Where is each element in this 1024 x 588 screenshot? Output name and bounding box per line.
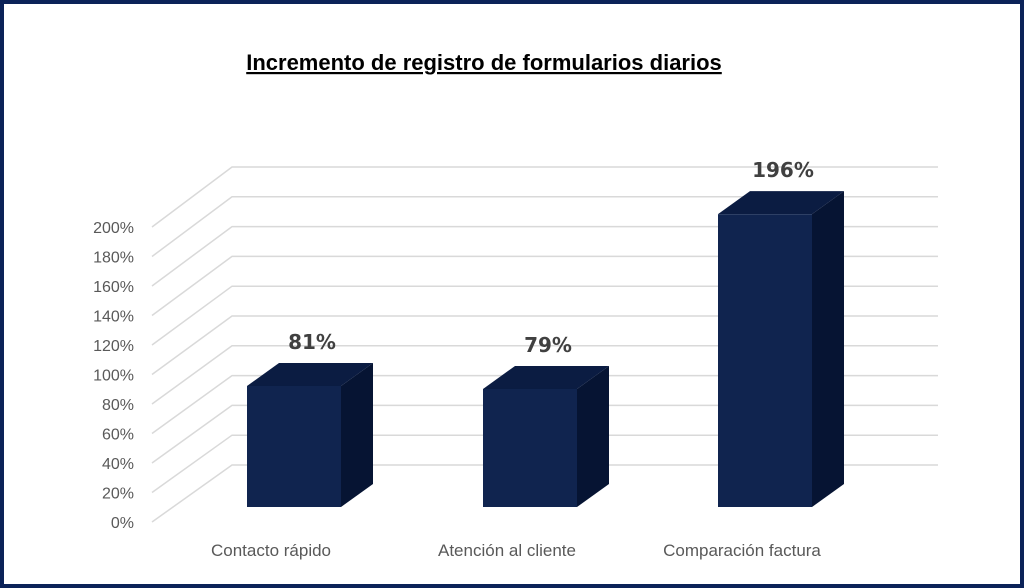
gridline xyxy=(151,345,938,405)
data-label: 81% xyxy=(288,330,336,354)
bar-side xyxy=(341,362,373,507)
gridline xyxy=(151,464,938,523)
bar-side xyxy=(812,191,844,507)
x-category-label: Contacto rápido xyxy=(211,541,331,560)
bar-front xyxy=(718,214,812,507)
y-tick-label: 160% xyxy=(93,279,134,296)
x-category-label: Atención al cliente xyxy=(438,541,576,560)
bar-front xyxy=(247,385,341,507)
gridline xyxy=(151,285,938,346)
bar: 81% xyxy=(247,330,373,507)
gridline xyxy=(151,434,938,494)
gridline xyxy=(151,315,938,376)
y-tick-label: 60% xyxy=(102,427,134,444)
y-tick-label: 40% xyxy=(102,456,134,473)
bar-front xyxy=(483,388,577,507)
y-tick-label: 120% xyxy=(93,338,134,355)
gridline xyxy=(151,255,938,317)
y-tick-label: 80% xyxy=(102,397,134,414)
bar-top xyxy=(718,191,844,215)
y-tick-label: 140% xyxy=(93,309,134,326)
bar: 79% xyxy=(483,333,609,507)
gridline xyxy=(151,166,938,228)
y-tick-label: 100% xyxy=(93,368,134,385)
data-label: 196% xyxy=(752,158,814,182)
bar-side xyxy=(577,365,609,507)
bar-top xyxy=(247,362,373,386)
bar: 196% xyxy=(718,158,844,507)
y-tick-label: 180% xyxy=(93,250,134,267)
x-category-label: Comparación factura xyxy=(663,541,821,560)
y-tick-label: 0% xyxy=(111,515,134,532)
gridline xyxy=(151,225,938,287)
y-tick-label: 20% xyxy=(102,486,134,503)
chart-title: Incremento de registro de formularios di… xyxy=(246,50,722,75)
data-label: 79% xyxy=(524,333,572,357)
bar-top xyxy=(483,365,609,389)
gridline xyxy=(151,404,938,464)
gridline xyxy=(151,196,938,258)
y-tick-label: 200% xyxy=(93,220,134,237)
gridline xyxy=(151,374,938,435)
bar-chart: Incremento de registro de formularios di… xyxy=(93,50,938,560)
